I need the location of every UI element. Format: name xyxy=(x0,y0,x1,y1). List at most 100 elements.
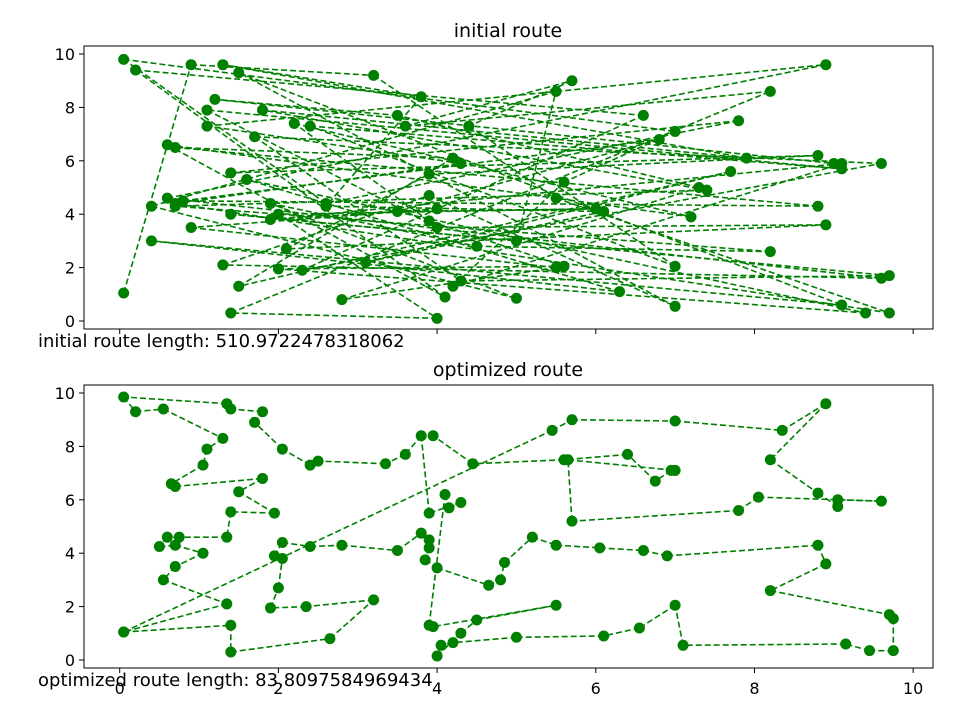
initial-route-segment xyxy=(167,197,882,280)
optimized-route-point xyxy=(550,599,562,611)
initial-route-point xyxy=(264,198,276,210)
optimized-route-point xyxy=(439,488,451,500)
optimized-route-segment xyxy=(238,491,275,514)
optimized-route-point xyxy=(423,542,435,554)
initial-route-point xyxy=(860,307,872,319)
optimized-route-segment xyxy=(567,458,676,472)
initial-route-segment xyxy=(555,197,890,314)
optimized-route-segment xyxy=(472,458,565,465)
initial-route-point xyxy=(118,53,130,65)
initial-route-point xyxy=(185,222,197,234)
initial-route-point xyxy=(225,307,237,319)
initial-route-point xyxy=(590,203,602,215)
optimized-route-point xyxy=(471,614,483,626)
optimized-route-point xyxy=(443,502,455,514)
optimized-route-segment xyxy=(306,599,374,608)
initial-route-point xyxy=(637,109,649,121)
optimized-route-segment xyxy=(563,453,628,461)
optimized-route-point xyxy=(201,443,213,455)
optimized-route-point xyxy=(431,650,443,662)
optimized-route-y-tick-label: 10 xyxy=(55,384,75,403)
optimized-route-point xyxy=(257,406,269,418)
optimized-route-point xyxy=(419,554,431,566)
initial-route-point xyxy=(368,69,380,81)
optimized-route-points xyxy=(118,391,899,662)
initial-route-segment xyxy=(397,138,660,213)
initial-route-point xyxy=(455,275,467,287)
optimized-route-point xyxy=(840,638,852,650)
optimized-route-point xyxy=(304,459,316,471)
optimized-route-segment xyxy=(123,624,231,633)
optimized-route-segment xyxy=(599,547,644,552)
optimized-route-x-axis: 0 2 4 6 8 10 xyxy=(115,668,923,698)
initial-route-point xyxy=(725,165,737,177)
initial-route-segment xyxy=(405,90,771,127)
initial-route-frame xyxy=(83,45,934,330)
optimized-route-point xyxy=(526,531,538,543)
initial-route-point xyxy=(447,152,459,164)
optimized-route-point xyxy=(276,443,288,455)
initial-route-point xyxy=(296,264,308,276)
initial-route-point xyxy=(447,280,459,292)
optimized-route-segment xyxy=(329,599,375,640)
initial-route-point xyxy=(225,167,237,179)
optimized-route-point xyxy=(225,619,237,631)
initial-route-segment xyxy=(310,125,842,170)
initial-route-point xyxy=(431,203,443,215)
optimized-route-segment xyxy=(675,420,783,432)
optimized-route-point xyxy=(661,550,673,562)
optimized-route-point xyxy=(153,541,165,553)
optimized-route-point xyxy=(764,585,776,597)
initial-route-segment xyxy=(302,162,882,272)
initial-route-segment xyxy=(175,202,890,314)
optimized-route-point xyxy=(217,432,229,444)
optimized-route-segment xyxy=(318,460,386,465)
initial-route-point xyxy=(233,67,245,79)
optimized-route-point xyxy=(197,547,209,559)
optimized-route-point xyxy=(546,424,558,436)
initial-route-segment xyxy=(183,138,660,202)
optimized-route-point xyxy=(558,454,570,466)
initial-route-point xyxy=(431,222,443,234)
optimized-route-point xyxy=(157,574,169,586)
initial-route-segment xyxy=(262,109,708,191)
initial-route-segment xyxy=(365,210,604,264)
optimized-route-segment xyxy=(769,459,819,494)
optimized-route-point xyxy=(483,579,495,591)
initial-route-point xyxy=(764,246,776,258)
initial-route-point xyxy=(669,125,681,137)
optimized-route-point xyxy=(118,391,130,403)
optimized-route-point xyxy=(225,506,237,518)
initial-route-y-axis: 0 2 4 6 8 10 xyxy=(55,45,84,331)
initial-route-segment xyxy=(222,264,882,280)
optimized-route-point xyxy=(391,545,403,557)
initial-route-point xyxy=(280,243,292,255)
optimized-route-point xyxy=(510,631,522,643)
initial-route-point xyxy=(820,219,832,231)
initial-route-segment xyxy=(286,224,826,250)
initial-route-segment xyxy=(214,98,834,165)
optimized-route-x-tick-label: 6 xyxy=(591,679,601,698)
initial-route-segment xyxy=(222,63,747,159)
initial-route-segment xyxy=(214,98,398,117)
optimized-route-segment xyxy=(428,501,462,514)
initial-route-point xyxy=(669,260,681,272)
initial-route-point xyxy=(883,307,895,319)
optimized-route-point xyxy=(669,599,681,611)
optimized-route-segment xyxy=(638,604,676,629)
optimized-route-point xyxy=(832,494,844,506)
optimized-route-point xyxy=(665,464,677,476)
optimized-route-segment xyxy=(452,636,517,644)
initial-route-segment xyxy=(191,226,557,269)
optimized-route-segment xyxy=(626,453,656,482)
optimized-route-segment xyxy=(603,627,640,637)
initial-route-point xyxy=(177,195,189,207)
initial-route-segment xyxy=(151,240,620,293)
optimized-route-segment xyxy=(674,605,684,646)
initial-route-point xyxy=(209,93,221,105)
optimized-route-segment xyxy=(683,643,846,647)
initial-route-point xyxy=(883,270,895,282)
optimized-route-x-tick-label: 0 xyxy=(115,679,125,698)
optimized-route-x-tick-label: 8 xyxy=(749,679,759,698)
optimized-route-path xyxy=(123,396,895,657)
